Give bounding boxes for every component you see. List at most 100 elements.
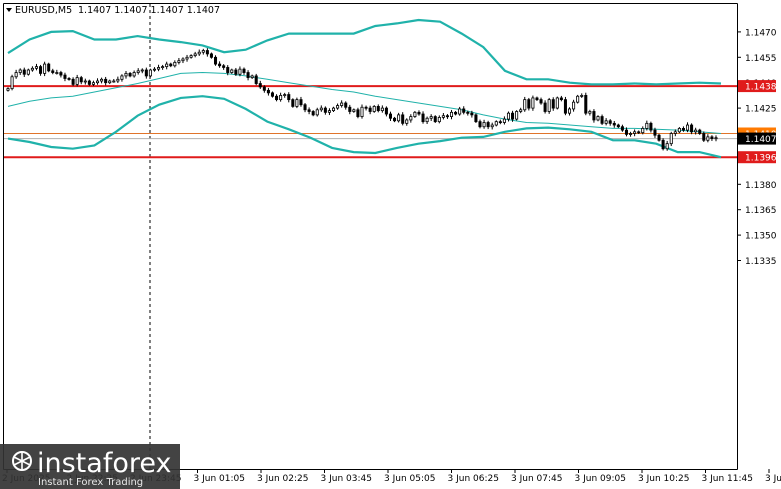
candle (641, 126, 645, 135)
candle (393, 116, 397, 123)
candle (181, 57, 185, 64)
candle (698, 128, 702, 135)
candle (580, 93, 584, 98)
candle (6, 87, 10, 92)
candle (421, 111, 425, 124)
time-tick-label: 3 Jun 03:45 (321, 474, 372, 484)
candle (567, 107, 572, 116)
candle (108, 79, 112, 85)
instaforex-watermark: instaforex Instant Forex Trading (0, 444, 180, 489)
candle (397, 112, 401, 123)
candle (128, 72, 132, 78)
candle (657, 133, 661, 142)
candle (368, 105, 372, 115)
candlestick-series (6, 48, 718, 151)
candle (706, 134, 710, 143)
candle (295, 97, 299, 109)
time-tick-label: 3 Jun 05:05 (384, 474, 435, 484)
candle (494, 120, 498, 127)
candle (425, 116, 429, 125)
candle (519, 107, 523, 114)
time-tick-label: 3 Jun 02:25 (257, 474, 308, 484)
candle (10, 74, 14, 91)
candle (454, 110, 458, 116)
symbol-label: EURUSD,M5 (15, 5, 72, 16)
candle (157, 64, 161, 72)
candle (515, 110, 519, 121)
candle (14, 69, 18, 79)
candle (482, 119, 486, 129)
candle (576, 94, 580, 104)
candle (661, 138, 665, 151)
candle (714, 135, 718, 142)
candle (83, 78, 87, 85)
candle (222, 64, 226, 70)
svg-text:1.1396: 1.1396 (745, 154, 777, 164)
candle (466, 110, 470, 116)
candle (596, 115, 600, 122)
candle (665, 140, 669, 151)
candle (702, 131, 706, 142)
ohlc-readout: 1.1407 1.1407 1.1407 1.1407 (78, 5, 220, 16)
candle (612, 120, 616, 128)
price-tick-label: 1.1425 (745, 105, 777, 115)
upper-band-line (7, 18, 722, 86)
candle (201, 48, 205, 55)
candle (633, 129, 637, 137)
watermark-brand: instaforex (37, 448, 171, 479)
candle (673, 129, 677, 137)
candle (506, 111, 511, 122)
candle (18, 68, 22, 75)
candle (209, 52, 213, 59)
candle (234, 67, 238, 76)
candle (413, 110, 417, 118)
candle (250, 74, 254, 79)
candle (388, 111, 393, 121)
candle (555, 96, 559, 110)
candle (299, 96, 303, 107)
middle-band-line (7, 71, 722, 134)
candle (653, 127, 657, 138)
candle (189, 54, 193, 59)
candle (270, 91, 275, 98)
time-tick-label: 3 Jun 13:05 (765, 474, 781, 484)
candle (327, 108, 331, 116)
candle (258, 80, 262, 89)
candle (340, 100, 344, 108)
candle (307, 107, 311, 115)
candle (165, 61, 169, 70)
candle (262, 85, 266, 93)
candle (87, 79, 91, 86)
candle (169, 62, 173, 68)
candle (71, 77, 75, 87)
candle (26, 68, 30, 76)
candle (319, 105, 323, 112)
price-tick-label: 1.1470 (745, 28, 777, 38)
resistance-level-label: 1.1438 (738, 80, 777, 93)
candle (303, 103, 307, 113)
time-tick-label: 3 Jun 11:45 (702, 474, 753, 484)
candle (238, 66, 242, 77)
time-tick-label: 3 Jun 06:25 (448, 474, 499, 484)
candle (205, 48, 209, 57)
candle (551, 97, 555, 111)
candle (433, 115, 437, 124)
symbol-dropdown-icon[interactable] (6, 8, 12, 12)
candle (490, 122, 494, 130)
time-tick-label: 3 Jun 01:05 (194, 474, 245, 484)
candle (401, 112, 405, 126)
candle (197, 49, 201, 56)
candle (193, 51, 197, 58)
candle (462, 106, 466, 115)
candle (75, 74, 79, 87)
candle (315, 107, 319, 117)
candle (112, 78, 116, 83)
candle (79, 75, 83, 85)
candle (356, 107, 360, 119)
candle (242, 67, 246, 75)
candle (136, 68, 140, 75)
candle (645, 120, 649, 131)
